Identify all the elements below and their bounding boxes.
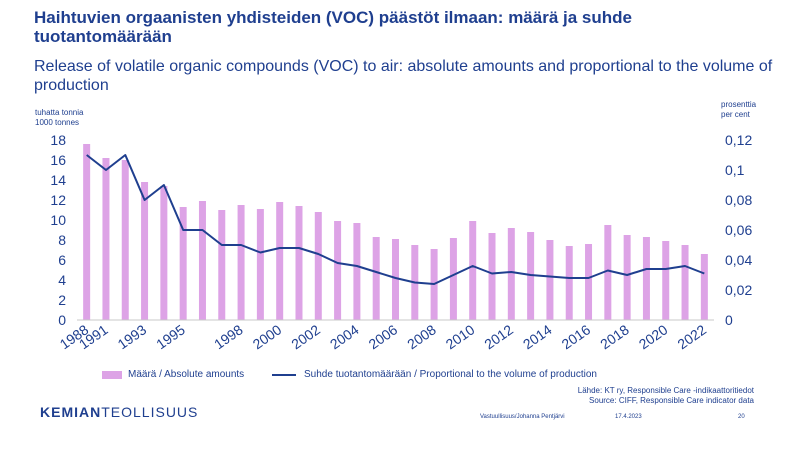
bar-1988 bbox=[83, 144, 91, 320]
x-tick-label-1995: 1995 bbox=[153, 321, 188, 352]
bar-1993 bbox=[141, 182, 149, 320]
right-y-tick-label: 0,06 bbox=[725, 222, 752, 238]
left-y-tick-label: 0 bbox=[58, 312, 66, 328]
footer-author: Vastuullisuus/Johanna Pentjärvi bbox=[480, 414, 565, 420]
right-y-tick-label: 0,1 bbox=[725, 162, 745, 178]
right-y-tick-label: 0 bbox=[725, 312, 733, 328]
legend-line-swatch bbox=[272, 373, 296, 376]
right-axis-unit-en: per cent bbox=[721, 110, 750, 119]
legend-line: Suhde tuotantomäärään / Proportional to … bbox=[272, 369, 597, 380]
legend-line-label: Suhde tuotantomäärään / Proportional to … bbox=[304, 369, 597, 380]
x-tick-label-2020: 2020 bbox=[636, 321, 671, 352]
source-line-fi: Lähde: KT ry, Responsible Care -indikaat… bbox=[577, 386, 754, 395]
bar-2005 bbox=[372, 237, 380, 320]
bar-1999 bbox=[256, 209, 264, 320]
bar-2000 bbox=[276, 202, 284, 320]
left-y-tick-label: 14 bbox=[50, 172, 66, 188]
bar-1994 bbox=[160, 186, 168, 320]
x-tick-label-1993: 1993 bbox=[115, 321, 150, 352]
bar-2019 bbox=[642, 237, 650, 320]
right-y-tick-label: 0,12 bbox=[725, 132, 752, 148]
left-y-tick-label: 16 bbox=[50, 152, 66, 168]
bar-2011 bbox=[488, 233, 496, 320]
bar-2015 bbox=[565, 246, 573, 320]
source-line-en: Source: CIFF, Responsible Care indicator… bbox=[589, 396, 754, 405]
bar-2006 bbox=[392, 239, 399, 320]
chart-title-english: Release of volatile organic compounds (V… bbox=[34, 58, 773, 94]
x-tick-label-2008: 2008 bbox=[404, 321, 439, 352]
left-y-tick-label: 6 bbox=[58, 252, 66, 268]
bar-1998 bbox=[237, 205, 245, 320]
right-y-tick-label: 0,08 bbox=[725, 192, 752, 208]
left-y-tick-label: 12 bbox=[50, 192, 66, 208]
legend-bar-label: Määrä / Absolute amounts bbox=[128, 369, 245, 380]
legend-bars: Määrä / Absolute amounts bbox=[102, 369, 244, 380]
left-axis-unit-fi: tuhatta tonnia bbox=[35, 108, 84, 117]
x-tick-label-2004: 2004 bbox=[327, 321, 362, 352]
chart-title-finnish: Haihtuvien orgaanisten yhdisteiden (VOC)… bbox=[34, 8, 632, 46]
bar-1996 bbox=[198, 201, 206, 320]
line-series-proportional bbox=[86, 154, 705, 285]
right-axis-unit: prosenttia per cent bbox=[721, 100, 756, 120]
bar-2020 bbox=[662, 241, 670, 320]
kemianteollisuus-logo: KEMIANTEOLLISUUS bbox=[40, 404, 198, 420]
x-tick-label-2018: 2018 bbox=[597, 321, 632, 352]
left-axis-unit: tuhatta tonnia 1000 tonnes bbox=[35, 108, 83, 128]
bar-1997 bbox=[218, 210, 226, 320]
logo-bold-part: KEMIAN bbox=[40, 404, 102, 420]
legend-bar-swatch bbox=[102, 370, 122, 379]
right-y-tick-label: 0,04 bbox=[725, 252, 752, 268]
bar-2002 bbox=[314, 212, 322, 320]
bar-2017 bbox=[604, 225, 612, 320]
footer-page-number: 20 bbox=[738, 414, 745, 420]
bar-2001 bbox=[295, 206, 303, 320]
bar-2009 bbox=[449, 238, 457, 320]
logo-normal-part: TEOLLISUUS bbox=[101, 404, 199, 420]
bar-2022 bbox=[700, 254, 708, 320]
bar-1992 bbox=[121, 160, 129, 320]
bar-1995 bbox=[179, 207, 187, 320]
left-y-tick-label: 2 bbox=[58, 292, 66, 308]
right-axis-unit-fi: prosenttia bbox=[721, 100, 757, 109]
bar-2021 bbox=[681, 245, 689, 320]
bar-2018 bbox=[623, 235, 631, 320]
left-y-tick-label: 10 bbox=[50, 212, 66, 228]
x-tick-label-2010: 2010 bbox=[443, 321, 478, 352]
x-tick-label-2002: 2002 bbox=[288, 321, 323, 352]
left-y-tick-label: 18 bbox=[50, 132, 66, 148]
bar-2012 bbox=[507, 228, 515, 320]
bar-2003 bbox=[334, 221, 342, 320]
x-tick-label-2012: 2012 bbox=[481, 321, 516, 352]
source-note: Lähde: KT ry, Responsible Care -indikaat… bbox=[578, 386, 754, 406]
x-tick-label-2000: 2000 bbox=[250, 321, 285, 352]
x-tick-label-2016: 2016 bbox=[559, 321, 594, 352]
left-axis-unit-en: 1000 tonnes bbox=[35, 118, 80, 127]
x-tick-label-2014: 2014 bbox=[520, 321, 555, 352]
footer-date: 17.4.2023 bbox=[615, 414, 642, 420]
bar-2010 bbox=[469, 221, 477, 320]
bar-2004 bbox=[353, 223, 361, 320]
x-tick-label-1998: 1998 bbox=[211, 321, 246, 352]
x-tick-label-2006: 2006 bbox=[366, 321, 401, 352]
bar-2016 bbox=[585, 244, 593, 320]
right-y-tick-label: 0,02 bbox=[725, 282, 752, 298]
bar-1991 bbox=[102, 158, 110, 320]
x-tick-label-2022: 2022 bbox=[674, 321, 709, 352]
bar-2014 bbox=[546, 240, 554, 320]
left-y-tick-label: 4 bbox=[58, 272, 66, 288]
left-y-tick-label: 8 bbox=[58, 232, 66, 248]
